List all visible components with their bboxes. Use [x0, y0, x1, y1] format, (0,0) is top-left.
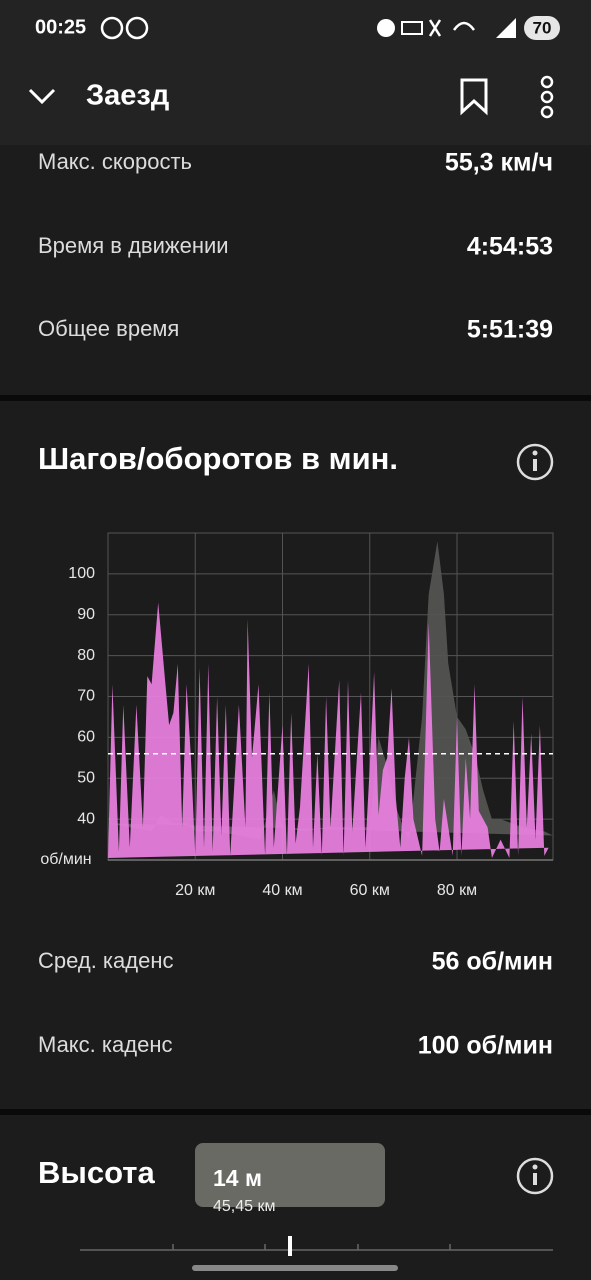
top-bar [0, 0, 591, 145]
info-icon [516, 443, 554, 481]
stat-label: Макс. каденс [38, 1032, 172, 1057]
info-button[interactable] [516, 1157, 554, 1195]
dnd-icon [377, 19, 395, 37]
x-tick-label: 40 км [262, 882, 302, 899]
info-icon [532, 1164, 538, 1170]
info-button[interactable] [516, 443, 554, 481]
cursor [288, 1236, 292, 1256]
y-tick-label: 40 [77, 810, 95, 827]
y-tick-label: 100 [68, 565, 95, 582]
x-tick-label: 80 км [437, 882, 477, 899]
battery-level: 70 [533, 18, 552, 37]
y-tick-label: 70 [77, 688, 95, 705]
separator [0, 1109, 591, 1115]
clock: 00:25 [35, 16, 86, 38]
header-title: Заезд [86, 80, 169, 112]
area [108, 541, 553, 840]
section-title: Высота [38, 1155, 155, 1190]
tooltip-value: 14 м [213, 1165, 262, 1191]
separator [0, 395, 591, 401]
status-icon [125, 16, 149, 40]
stat-value: 5:51:39 [467, 316, 553, 344]
home-indicator[interactable] [192, 1265, 398, 1271]
tooltip [195, 1143, 385, 1207]
menu-button[interactable] [540, 75, 554, 119]
stat-label: Общее время [38, 316, 179, 341]
mute-icon [428, 19, 442, 37]
elevation-axis-ticks [172, 1244, 451, 1250]
cadence-chart: 40 50 60 70 80 90 100 20 км 40 км 60 км 80 км об/ми… [40, 532, 554, 899]
status-icon [401, 21, 423, 35]
y-tick-label: 50 [77, 769, 95, 786]
info-icon [516, 1157, 554, 1195]
y-tick-label: 80 [77, 647, 95, 664]
y-tick-label: 60 [77, 729, 95, 746]
tooltip-distance: 45,45 км [213, 1198, 275, 1215]
wifi-icon [452, 21, 476, 31]
bookmark-button[interactable] [460, 78, 488, 116]
stat-value: 100 об/мин [418, 1032, 553, 1060]
stat-label: Макс. скорость [38, 149, 192, 174]
y-axis-label: об/мин [40, 851, 91, 868]
area [108, 602, 549, 858]
info-icon [533, 459, 537, 471]
y-tick-label: 90 [77, 606, 95, 623]
stat-label: Время в движении [38, 233, 229, 258]
x-tick-label: 60 км [350, 882, 390, 899]
stat-value: 56 об/мин [432, 948, 553, 976]
info-icon [532, 450, 538, 456]
menu-dot [540, 105, 554, 119]
info-icon [533, 1173, 537, 1185]
stat-label: Сред. каденс [38, 948, 174, 973]
stat-value: 55,3 км/ч [445, 149, 553, 177]
collapse-button[interactable] [28, 88, 56, 105]
section-title: Шагов/оборотов в мин. [38, 441, 398, 476]
status-icon [100, 16, 124, 40]
signal-icon [496, 18, 516, 38]
stat-value: 4:54:53 [467, 233, 553, 261]
menu-dot [540, 75, 554, 89]
battery [524, 16, 560, 40]
menu-dot [540, 90, 554, 104]
x-tick-label: 20 км [175, 882, 215, 899]
